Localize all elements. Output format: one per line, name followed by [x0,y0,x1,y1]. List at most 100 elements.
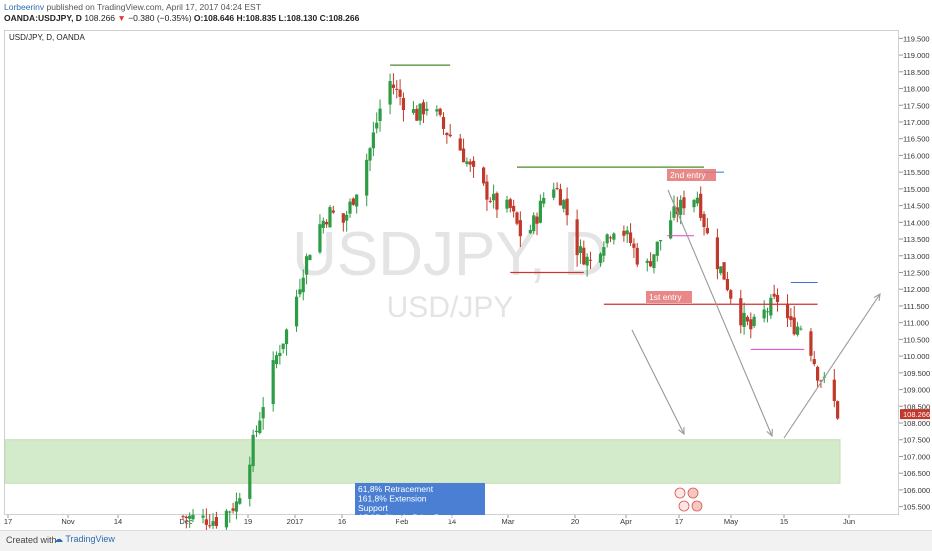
candle-body [271,360,275,405]
candle-body [458,138,462,151]
candle-body [351,198,355,205]
candle-body [341,213,345,223]
candle-body [588,259,593,261]
candle-body [532,215,536,232]
symbol-line: OANDA:USDJPY, D 108.266 ▼ −0.380 (−0.35%… [4,13,359,23]
projection-arrow [783,293,881,439]
y-tick-label: 109.000 [903,386,930,395]
candle-body [461,148,466,163]
candle-body [214,517,218,526]
footer-bar: Created with ☁ TradingView [0,530,932,551]
watermark-name: USD/JPY [387,291,514,324]
candle-body [258,420,262,434]
x-tick-label: 20 [571,517,579,526]
projection-arrow-head [678,426,685,436]
candle-body [628,232,633,244]
candle-body [799,328,803,330]
y-tick-label: 117.500 [903,101,930,110]
candle-body [508,199,512,208]
candle-body [495,193,499,210]
chart-frame[interactable] [4,30,899,515]
candle-body [785,303,790,319]
candle-body [284,329,289,345]
tradingview-logo[interactable]: ☁ TradingView [54,534,115,544]
candle-body [749,319,753,330]
demand-zone [4,439,841,484]
candle-body [251,434,255,467]
candle-body [234,501,239,512]
y-tick-label: 106.000 [903,486,930,495]
last-price: 108.266 [84,13,116,23]
x-tick-label: 19 [244,517,252,526]
candle-body [578,246,583,253]
candle-body [401,97,406,111]
y-tick-label: 115.500 [903,168,930,177]
candle-body [515,212,519,224]
y-tick-label: 110.500 [903,335,930,344]
candle-body [348,201,352,214]
y-tick-label: 116.500 [903,135,930,144]
y-tick-label: 112.000 [903,285,930,294]
y-tick-label: 116.000 [903,151,930,160]
candle-body [441,116,446,129]
projection-arrow [631,329,685,435]
candle-body [468,161,472,165]
y-tick-label: 106.500 [903,469,930,478]
candle-body [395,88,399,90]
candle-body [772,293,776,297]
candle-body [679,199,683,215]
candle-body [238,498,242,504]
candle-body [528,229,532,234]
candle-body [488,200,492,202]
candle-body [191,514,195,520]
y-tick-label: 119.500 [903,34,930,43]
down-arrow-icon: ▼ [117,13,126,23]
y-tick-label: 112.500 [903,269,930,278]
x-tick-label: 15 [780,517,788,526]
candle-body [365,159,369,196]
candle-body [224,510,229,528]
candle-body [836,401,840,419]
candle-body [622,230,626,236]
candle-body [398,89,402,97]
candle-body [745,316,750,322]
candle-body [388,81,392,105]
candle-body [538,200,542,223]
y-tick-label: 111.500 [903,302,929,311]
candle-body [445,132,449,136]
candle-body [558,189,563,206]
x-tick-label: Feb [396,517,409,526]
candle-body [729,290,733,299]
candle-body [301,277,305,293]
candle-body [518,220,522,237]
price-chart[interactable]: 119.500 119.000 118.500 118.000 117.500 117.0… [0,0,932,530]
candle-body [612,233,616,240]
candle-body [485,181,489,200]
candle-body [512,205,516,212]
candle-body [752,316,756,326]
candle-body [368,148,372,161]
candle-body [378,108,382,122]
entry-1-label: 1st entry [649,292,682,302]
author-link[interactable]: Lorbeerinv [4,2,45,12]
candle-body [281,343,285,350]
candle-body [645,260,649,263]
entry-2-label: 2nd entry [670,170,706,180]
candle-body [585,256,589,266]
candle-body [201,515,205,518]
candle-body [762,309,766,319]
x-tick-label: 14 [448,517,456,526]
candle-body [812,359,816,365]
y-tick-label: 118.000 [903,85,930,94]
candle-body [692,200,696,208]
publish-line: Lorbeerinv published on TradingView.com,… [4,2,261,12]
candle-body [492,193,496,201]
info-line: 61,8% Retracement [358,484,434,494]
info-line: Support [358,503,388,513]
created-with-label: Created with [6,535,57,545]
candle-body [602,247,606,256]
candle-body [669,220,673,239]
candle-body [608,237,613,239]
candle-body [809,331,813,356]
publish-info: published on TradingView.com, April 17, … [46,2,261,12]
